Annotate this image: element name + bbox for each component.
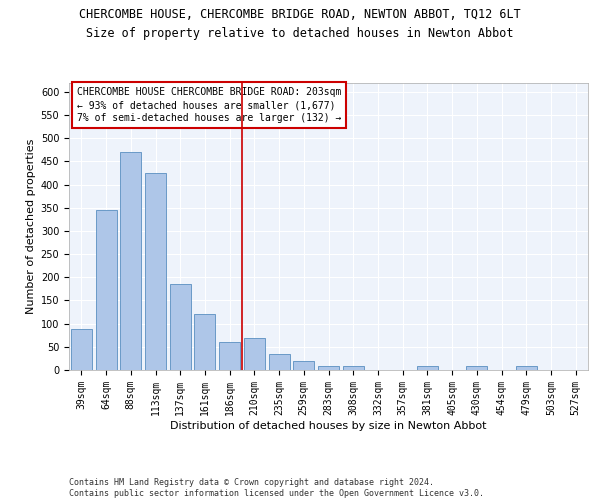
Bar [71, 329, 92, 370]
Text: CHERCOMBE HOUSE CHERCOMBE BRIDGE ROAD: 203sqm
← 93% of detached houses are small: CHERCOMBE HOUSE CHERCOMBE BRIDGE ROAD: 2… [77, 87, 341, 123]
Bar [293, 360, 314, 370]
Bar [145, 173, 166, 370]
Bar [417, 366, 438, 370]
Text: Contains HM Land Registry data © Crown copyright and database right 2024.
Contai: Contains HM Land Registry data © Crown c… [69, 478, 484, 498]
Bar [170, 284, 191, 370]
Bar [466, 366, 487, 370]
Bar [244, 338, 265, 370]
Bar [516, 366, 537, 370]
Text: Size of property relative to detached houses in Newton Abbot: Size of property relative to detached ho… [86, 28, 514, 40]
Y-axis label: Number of detached properties: Number of detached properties [26, 138, 37, 314]
Bar [269, 354, 290, 370]
Bar [120, 152, 141, 370]
Bar [343, 366, 364, 370]
Bar [194, 314, 215, 370]
X-axis label: Distribution of detached houses by size in Newton Abbot: Distribution of detached houses by size … [170, 420, 487, 430]
Text: CHERCOMBE HOUSE, CHERCOMBE BRIDGE ROAD, NEWTON ABBOT, TQ12 6LT: CHERCOMBE HOUSE, CHERCOMBE BRIDGE ROAD, … [79, 8, 521, 20]
Bar [219, 342, 240, 370]
Bar [318, 366, 339, 370]
Bar [95, 210, 116, 370]
